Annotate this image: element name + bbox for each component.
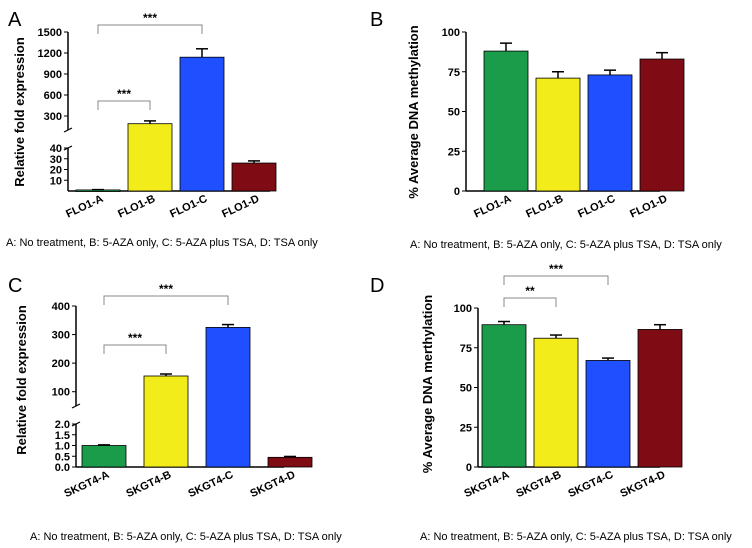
bar <box>267 456 313 468</box>
y-tick-label: 1.0 <box>55 441 70 453</box>
caption-d: A: No treatment, B: 5-AZA only, C: 5-AZA… <box>420 531 732 543</box>
x-tick-label: FLO1-A <box>472 193 513 221</box>
significance-label: *** <box>549 262 563 276</box>
y-tick-label: 20 <box>50 165 62 177</box>
significance-label: *** <box>128 331 142 345</box>
y-axis-label-c: Relative fold expression <box>14 305 29 455</box>
significance-label: *** <box>117 87 131 101</box>
y-tick-label: 50 <box>448 107 460 119</box>
panel-letter-d: D <box>370 275 384 297</box>
y-tick-label: 0 <box>466 462 472 474</box>
bar <box>127 123 173 192</box>
plot-area-b: 0 25 50 75 100 FLO1-A FLO1-B FLO1-C FLO1-D <box>442 27 685 221</box>
x-tick-label: SKGT4-C <box>186 469 235 500</box>
y-tick-label: 1500 <box>38 27 62 39</box>
panel-letter-a: A <box>8 9 22 31</box>
y-tick-label: 25 <box>460 422 472 434</box>
axis-break-mark-upper <box>63 127 73 133</box>
bar <box>481 324 527 468</box>
significance-label: ** <box>525 284 535 298</box>
significance-bracket <box>503 297 557 307</box>
significance-label: *** <box>143 11 157 25</box>
y-tick-label: 30 <box>50 154 62 166</box>
panel-b: B % Average DNA methylation 0 25 50 75 100 FL… <box>370 9 722 251</box>
panel-d: D % Average DNA merthylation 0 25 50 75 100 S… <box>370 262 732 543</box>
y-axis-label-b: % Average DNA methylation <box>406 25 421 198</box>
y-tick-label: 100 <box>454 303 472 315</box>
axis-break-mark-upper <box>71 403 81 409</box>
x-tick-label: FLO1-A <box>64 193 105 221</box>
bar <box>81 445 127 468</box>
x-tick-label: FLO1-D <box>220 193 261 221</box>
x-tick-label: SKGT4-C <box>566 469 615 500</box>
bar <box>483 50 529 192</box>
bar <box>143 375 189 468</box>
bar <box>585 360 631 468</box>
x-tick-label: SKGT4-D <box>618 469 667 500</box>
y-tick-label: 50 <box>460 383 472 395</box>
y-axis-label-a: Relative fold expression <box>12 37 27 187</box>
significance-bracket <box>97 24 203 34</box>
y-tick-label: 100 <box>52 387 70 399</box>
y-tick-label: 2.0 <box>55 419 70 431</box>
significance-bracket <box>97 100 151 110</box>
y-tick-label: 0 <box>454 186 460 198</box>
bar <box>637 329 683 468</box>
y-tick-label: 10 <box>50 175 62 187</box>
y-tick-label: 75 <box>448 67 460 79</box>
x-tick-label: FLO1-D <box>628 193 669 221</box>
panel-c: C Relative fold expression 0.00.51.01.52… <box>8 275 342 543</box>
y-tick-label: 25 <box>448 146 460 158</box>
y-tick-label: 1.5 <box>55 430 70 442</box>
y-tick-label: 0.0 <box>55 462 70 474</box>
bar <box>533 337 579 468</box>
y-axis-label-d: % Average DNA merthylation <box>420 295 435 473</box>
bar <box>639 58 685 192</box>
x-tick-label: FLO1-B <box>524 193 565 221</box>
y-tick-label: 600 <box>44 90 62 102</box>
y-tick-label: 1200 <box>38 48 62 60</box>
significance-bracket <box>103 344 167 354</box>
bar <box>587 74 633 192</box>
x-tick-label: FLO1-B <box>116 193 157 221</box>
x-tick-label: SKGT4-B <box>514 469 563 500</box>
panel-letter-c: C <box>8 275 22 297</box>
significance-bracket <box>503 275 609 285</box>
y-tick-label: 100 <box>442 27 460 39</box>
bar <box>535 77 581 192</box>
x-tick-label: SKGT4-B <box>124 469 173 500</box>
significance-bracket <box>103 295 229 305</box>
y-tick-label: 300 <box>52 330 70 342</box>
caption-b: A: No treatment, B: 5-AZA only, C: 5-AZA… <box>410 239 722 251</box>
y-tick-label: 200 <box>52 358 70 370</box>
x-tick-label: FLO1-C <box>576 193 617 221</box>
y-tick-label: 75 <box>460 343 472 355</box>
caption-a: A: No treatment, B: 5-AZA only, C: 5-AZA… <box>6 237 318 249</box>
x-tick-label: SKGT4-D <box>248 469 297 500</box>
x-tick-label: FLO1-C <box>168 193 209 221</box>
y-tick-label: 0.5 <box>55 451 70 463</box>
bar <box>179 56 225 192</box>
y-tick-label: 400 <box>52 301 70 313</box>
bar <box>205 327 251 468</box>
caption-c: A: No treatment, B: 5-AZA only, C: 5-AZA… <box>30 531 342 543</box>
panel-letter-b: B <box>370 9 383 31</box>
y-tick-label: 40 <box>50 143 62 155</box>
bar <box>231 162 277 192</box>
y-tick-label: 300 <box>44 111 62 123</box>
significance-label: *** <box>159 282 173 296</box>
y-tick-label: 900 <box>44 69 62 81</box>
